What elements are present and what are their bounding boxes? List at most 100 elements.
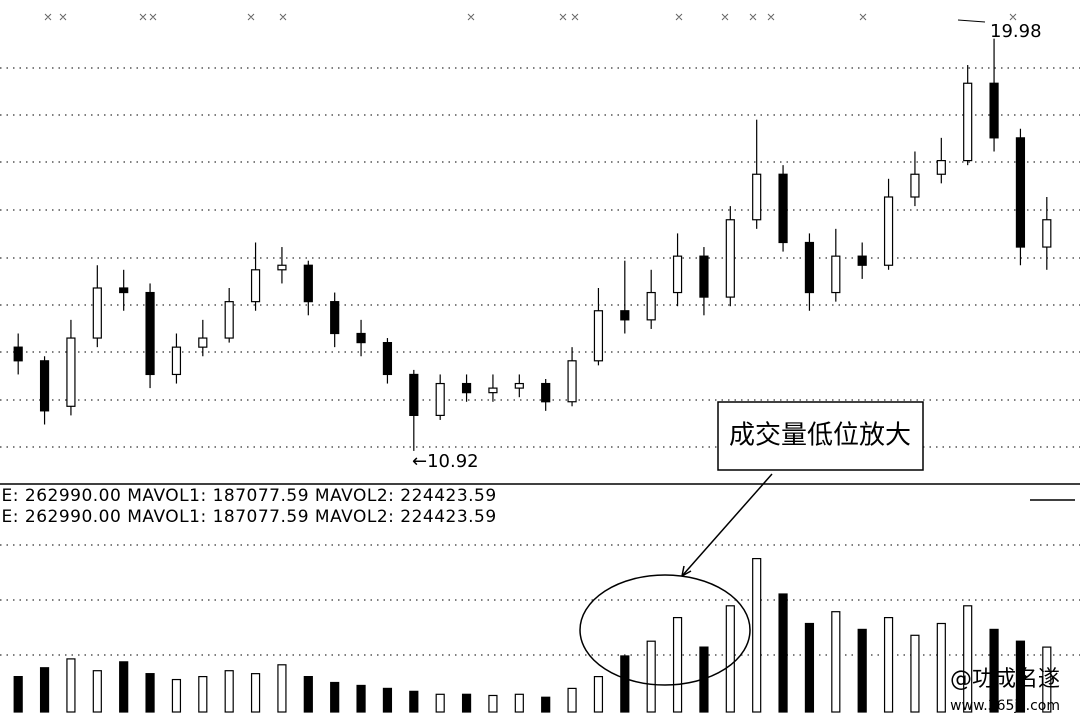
candle-body <box>1015 137 1026 248</box>
volume-bar <box>92 670 102 713</box>
top-markers <box>44 13 1017 21</box>
volume-bar <box>488 694 498 713</box>
candle-body <box>620 310 630 321</box>
volume-bar <box>936 622 946 713</box>
legend-item: MAVOL2: 224423.59 <box>315 486 497 506</box>
volume-bar <box>910 634 920 713</box>
volume-bar <box>567 687 577 713</box>
volume-bar <box>514 693 524 713</box>
volume-bar <box>303 675 313 713</box>
candle-body <box>699 255 709 298</box>
volume-bar <box>883 616 894 713</box>
volume-bar <box>989 628 999 713</box>
highlight-ellipse <box>579 574 751 686</box>
volume-bar <box>461 693 472 713</box>
volume-bar <box>409 690 419 713</box>
candle-body <box>936 160 946 175</box>
candle-body <box>145 291 155 376</box>
volume-bar <box>593 675 604 713</box>
volume-bar <box>356 684 366 713</box>
candle-body <box>461 382 472 394</box>
candle-body <box>646 291 656 321</box>
watermark-url: www.365jz.com <box>950 698 1060 714</box>
volume-bar <box>66 658 76 713</box>
candle-body <box>66 337 76 407</box>
volume-bar <box>725 605 735 713</box>
volume-bar <box>435 693 445 713</box>
volume-bar <box>198 675 208 713</box>
candle-body <box>725 219 735 298</box>
high-label: 19.98 <box>990 21 1042 42</box>
candle-body <box>39 360 50 412</box>
callout-arrowhead <box>681 565 692 577</box>
volume-bar <box>39 667 50 713</box>
legend-item: MAVOL1: 187077.59 <box>127 486 309 506</box>
candle-body <box>250 269 261 303</box>
volume-bar <box>1042 646 1052 713</box>
candle-body <box>330 301 340 335</box>
candle-body <box>356 332 366 344</box>
candle-body <box>119 287 129 294</box>
plot <box>0 38 1080 713</box>
candle-body <box>488 387 498 394</box>
watermark: @功成名遂 <box>950 667 1060 692</box>
candle-body <box>778 173 788 244</box>
candle-body <box>224 301 234 339</box>
candle-body <box>435 382 445 416</box>
candle-body <box>752 173 762 221</box>
candle-body <box>198 337 208 348</box>
volume-legend: IE: 262990.00 MAVOL1: 187077.59 MAVOL2: … <box>0 507 497 527</box>
volume-bar <box>620 655 630 713</box>
candle-body <box>171 346 182 376</box>
volume-bar <box>831 611 841 713</box>
candle-body <box>277 264 287 271</box>
volume-bar <box>752 557 762 713</box>
candle-body <box>910 173 920 198</box>
candle-body <box>409 373 419 417</box>
candle-body <box>672 255 683 294</box>
volume-bar <box>250 673 261 713</box>
volume-bar <box>277 664 287 713</box>
candle-body <box>514 382 524 389</box>
candle-body <box>13 346 23 362</box>
volume-bar <box>804 622 815 713</box>
volume-bar <box>778 593 788 713</box>
callout-text: 成交量低位放大 <box>729 421 911 451</box>
candle-body <box>1042 219 1052 248</box>
candle-body <box>831 255 841 294</box>
volume-bar <box>224 670 234 713</box>
high-arrow <box>957 19 986 23</box>
volume-bar <box>145 673 155 713</box>
volume-bar <box>1015 640 1026 713</box>
volume-bar <box>541 696 551 713</box>
volume-bar <box>382 687 393 713</box>
candle-body <box>857 255 867 266</box>
legend-item: IE: 262990.00 <box>0 507 121 527</box>
volume-bar <box>119 661 129 713</box>
volume-bar <box>672 616 683 713</box>
volume-bar <box>857 628 867 713</box>
volume-bar <box>646 640 656 713</box>
candle-body <box>567 360 577 403</box>
candle-body <box>303 264 313 303</box>
callout-arrow <box>681 473 773 577</box>
volume-bar <box>13 675 23 713</box>
candle-body <box>382 342 393 376</box>
legend-item: IE: 262990.00 <box>0 486 121 506</box>
candle-body <box>541 382 551 403</box>
candle-body <box>883 196 894 266</box>
candle-body <box>804 241 815 294</box>
callout-box <box>717 401 924 471</box>
legend-item: MAVOL2: 224423.59 <box>315 507 497 527</box>
candle-body <box>593 310 604 362</box>
volume-bar <box>963 605 973 713</box>
volume-bar <box>171 678 182 713</box>
candle-body <box>92 287 102 339</box>
low-label: ←10.92 <box>412 451 479 472</box>
candle-body <box>963 82 973 162</box>
legend-item: MAVOL1: 187077.59 <box>127 507 309 527</box>
volume-legend: IE: 262990.00 MAVOL1: 187077.59 MAVOL2: … <box>0 486 497 506</box>
candle-body <box>989 82 999 139</box>
volume-bar <box>330 681 340 713</box>
